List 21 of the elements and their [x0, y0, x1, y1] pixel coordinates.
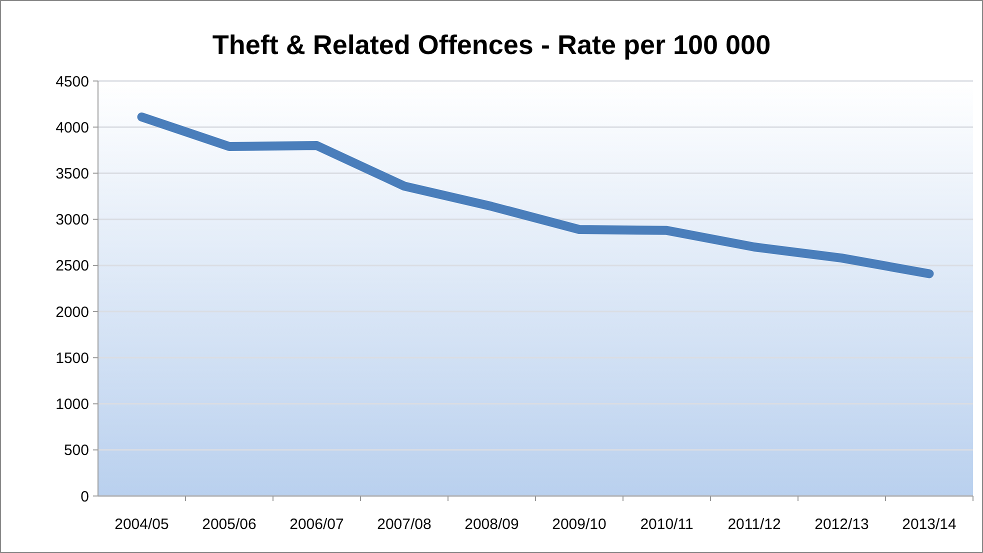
x-tick-label: 2012/13 — [814, 516, 869, 533]
x-tick-label: 2005/06 — [202, 516, 256, 533]
y-tick-label: 2000 — [56, 304, 89, 321]
y-tick-label: 1500 — [56, 350, 89, 367]
chart-title: Theft & Related Offences - Rate per 100 000 — [212, 30, 771, 60]
y-tick-label: 500 — [64, 442, 89, 460]
y-tick-label: 4000 — [56, 119, 89, 136]
x-tick-label: 2009/10 — [552, 516, 606, 533]
y-tick-label: 2500 — [56, 258, 89, 275]
x-tick-label: 2004/05 — [114, 516, 169, 533]
y-tick-label: 1000 — [56, 396, 89, 414]
y-tick-label: 4500 — [56, 73, 89, 90]
x-tick-label: 2011/12 — [728, 516, 781, 533]
x-tick-label: 2006/07 — [290, 516, 344, 533]
x-tick-label: 2010/11 — [640, 516, 694, 533]
y-tick-label: 0 — [80, 488, 89, 506]
x-tick-label: 2007/08 — [377, 516, 432, 533]
y-tick-label: 3500 — [56, 165, 89, 182]
y-tick-label: 3000 — [56, 212, 89, 229]
x-tick-label: 2013/14 — [902, 516, 956, 533]
x-tick-label: 2008/09 — [464, 516, 519, 533]
